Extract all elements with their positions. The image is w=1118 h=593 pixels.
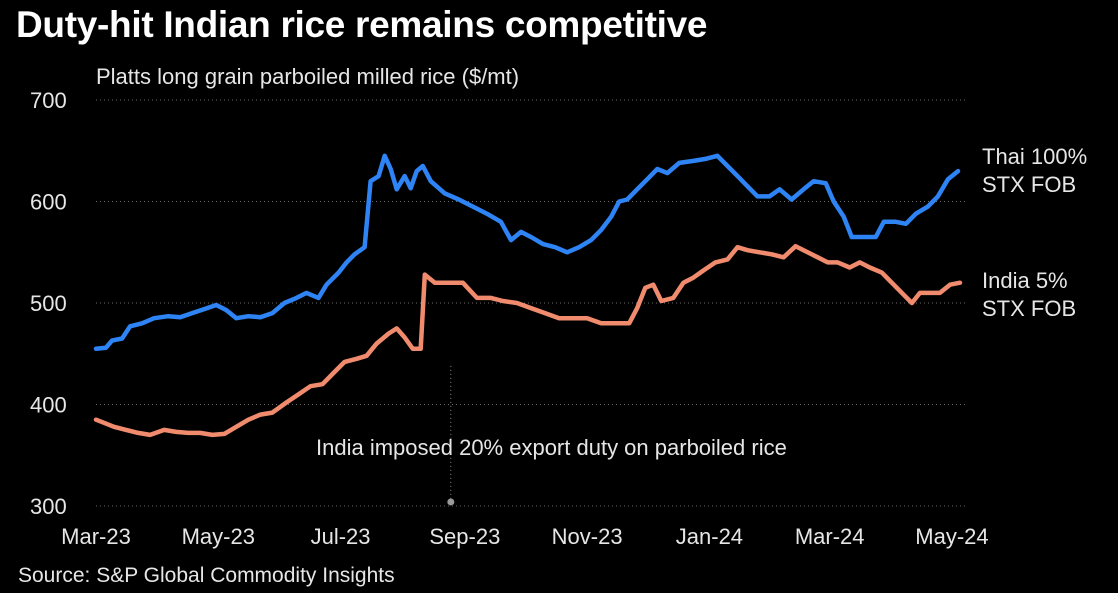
y-tick-label: 700 [30, 88, 67, 113]
series-line-thai [93, 153, 961, 351]
series-line-india [93, 243, 963, 438]
annotation-marker [447, 498, 455, 506]
y-tick-label: 500 [30, 291, 67, 316]
x-tick-label: Mar-24 [795, 524, 865, 549]
x-tick-label: May-23 [182, 524, 255, 549]
series-label-thai: Thai 100% [982, 144, 1087, 169]
y-tick-label: 300 [30, 494, 67, 519]
chart-subtitle: Platts long grain parboiled milled rice … [96, 64, 520, 89]
series-label-india: India 5% [982, 268, 1068, 293]
annotation-text: India imposed 20% export duty on parboil… [316, 435, 787, 460]
series-label-thai: STX FOB [982, 172, 1076, 197]
chart-title: Duty-hit Indian rice remains competitive [16, 4, 708, 45]
source-note: Source: S&P Global Commodity Insights [18, 564, 395, 587]
series-label-india: STX FOB [982, 296, 1076, 321]
x-tick-label: May-24 [915, 524, 988, 549]
x-tick-label: Sep-23 [429, 524, 500, 549]
y-tick-label: 400 [30, 393, 67, 418]
x-tick-label: Nov-23 [552, 524, 623, 549]
x-tick-label: Mar-23 [61, 524, 131, 549]
x-tick-label: Jan-24 [676, 524, 743, 549]
x-tick-label: Jul-23 [311, 524, 371, 549]
y-tick-label: 600 [30, 190, 67, 215]
